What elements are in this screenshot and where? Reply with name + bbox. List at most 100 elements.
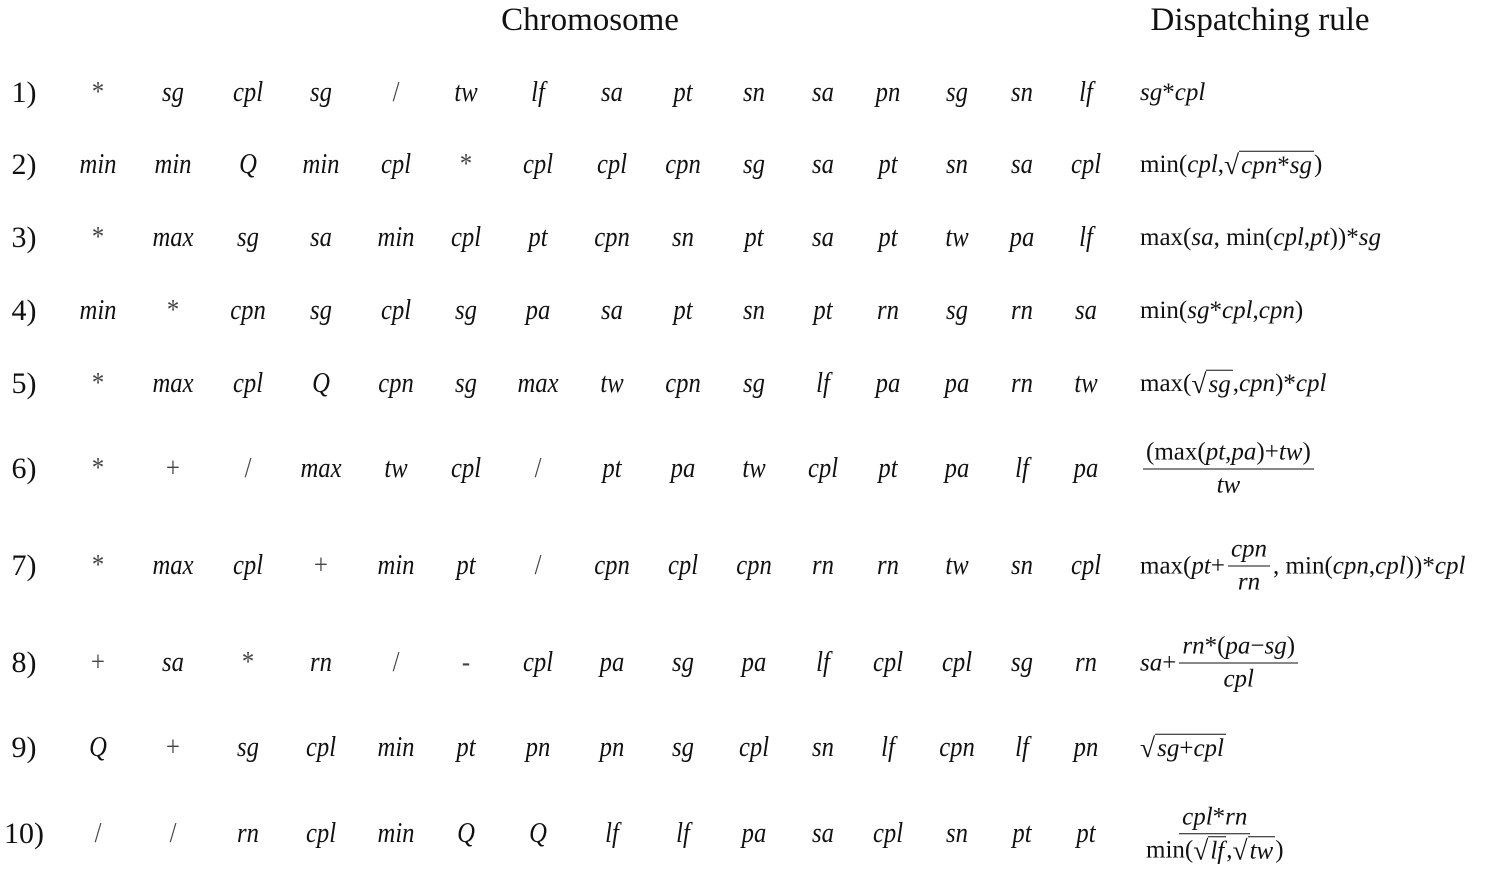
- gene-cell: max: [152, 222, 194, 253]
- gene-cell: cpl: [450, 453, 482, 484]
- gene-cell: pa: [525, 295, 551, 326]
- gene-cell: pa: [1009, 222, 1035, 253]
- gene-cell: cpl: [232, 77, 264, 108]
- dispatching-rule-formula: max(pt + cpn rn, min(cpn, cpl))* cpl: [1140, 535, 1466, 596]
- gene-cell: /: [244, 453, 252, 484]
- gene-cell: pn: [1073, 732, 1099, 763]
- gene-cell: cpl: [1070, 149, 1102, 180]
- gene-cell: pa: [944, 453, 970, 484]
- gene-cell: *: [241, 647, 255, 678]
- gene-cell: lf: [881, 732, 895, 763]
- gene-cell: pt: [673, 77, 693, 108]
- dispatching-rule-formula: sg * cpl: [1140, 79, 1206, 106]
- row-label: 8): [11, 646, 37, 679]
- gene-cell: pt: [744, 222, 764, 253]
- gene-cell: cpl: [380, 149, 412, 180]
- row-label: 3): [11, 221, 37, 254]
- gene-cell: lf: [531, 77, 545, 108]
- gene-cell: lf: [605, 818, 619, 849]
- gene-cell: sg: [310, 77, 332, 108]
- gene-cell: cpl: [380, 295, 412, 326]
- fraction: cpl * rn min(√ lf, √ tw): [1146, 803, 1284, 866]
- gene-cell: pa: [741, 647, 767, 678]
- gene-cell: cpn: [594, 222, 630, 253]
- dispatching-rule-formula: cpl * rn min(√ lf, √ tw): [1140, 803, 1290, 865]
- gene-cell: cpl: [807, 453, 839, 484]
- gene-cell: cpn: [736, 550, 772, 581]
- gene-cell: sn: [672, 222, 694, 253]
- gene-cell: cpl: [450, 222, 482, 253]
- gene-cell: rn: [1011, 295, 1033, 326]
- row-label: 6): [11, 452, 37, 485]
- gene-cell: +: [166, 732, 180, 763]
- sqrt-symbol: √ lf: [1193, 834, 1227, 866]
- row-label: 1): [11, 76, 37, 109]
- gene-cell: sg: [237, 732, 259, 763]
- gene-cell: cpn: [939, 732, 975, 763]
- gene-cell: +: [166, 453, 180, 484]
- gene-cell: Q: [529, 818, 547, 849]
- gene-cell: tw: [1074, 368, 1098, 399]
- gene-cell: pt: [878, 222, 898, 253]
- chromosome-header: Chromosome: [501, 2, 679, 38]
- gene-cell: pt: [673, 295, 693, 326]
- row-label: 5): [11, 367, 37, 400]
- gene-cell: cpl: [232, 368, 264, 399]
- gene-cell: tw: [454, 77, 478, 108]
- gene-cell: sg: [672, 647, 694, 678]
- gene-cell: cpn: [594, 550, 630, 581]
- gene-cell: pt: [528, 222, 548, 253]
- gene-cell: sn: [1011, 77, 1033, 108]
- gene-cell: sg: [310, 295, 332, 326]
- gene-cell: pa: [741, 818, 767, 849]
- gene-cell: Q: [312, 368, 330, 399]
- dispatching-rule-formula: min(sg * cpl, cpn): [1140, 297, 1304, 324]
- gene-cell: *: [91, 222, 105, 253]
- gene-cell: /: [392, 77, 400, 108]
- gene-cell: min: [377, 550, 415, 581]
- sqrt-symbol: √ cpn*sg: [1224, 148, 1314, 180]
- gene-cell: sa: [310, 222, 332, 253]
- gene-cell: rn: [1075, 647, 1097, 678]
- gene-cell: sn: [1011, 550, 1033, 581]
- gene-cell: pt: [456, 550, 476, 581]
- row-label: 9): [11, 731, 37, 764]
- gene-cell: sg: [672, 732, 694, 763]
- gene-cell: max: [152, 368, 194, 399]
- gene-cell: min: [377, 818, 415, 849]
- gene-cell: pa: [599, 647, 625, 678]
- gene-cell: min: [302, 149, 340, 180]
- gene-cell: rn: [237, 818, 259, 849]
- gene-cell: max: [152, 550, 194, 581]
- gene-cell: cpl: [596, 149, 628, 180]
- gene-cell: pa: [1073, 453, 1099, 484]
- gene-cell: +: [91, 647, 105, 678]
- fraction: (max(pt, pa)+ tw) tw: [1143, 439, 1314, 500]
- gene-cell: sa: [812, 818, 834, 849]
- gene-cell: sn: [743, 295, 765, 326]
- gene-cell: cpl: [941, 647, 973, 678]
- gene-cell: pn: [599, 732, 625, 763]
- gene-cell: sn: [743, 77, 765, 108]
- gene-cell: min: [377, 222, 415, 253]
- gene-cell: cpl: [872, 818, 904, 849]
- gene-cell: sg: [1011, 647, 1033, 678]
- gene-cell: cpl: [522, 647, 554, 678]
- dispatching-rule-formula: max(√ sg, cpn)* cpl: [1140, 367, 1327, 399]
- gene-cell: rn: [877, 550, 899, 581]
- gene-cell: pt: [813, 295, 833, 326]
- gene-cell: sa: [1011, 149, 1033, 180]
- gene-cell: pt: [602, 453, 622, 484]
- gene-cell: cpl: [1070, 550, 1102, 581]
- gene-cell: rn: [877, 295, 899, 326]
- gene-cell: cpl: [872, 647, 904, 678]
- gene-cell: /: [169, 818, 177, 849]
- sqrt-symbol: √ tw: [1232, 834, 1276, 866]
- gene-cell: max: [517, 368, 559, 399]
- gene-cell: lf: [816, 368, 830, 399]
- gene-cell: rn: [1011, 368, 1033, 399]
- gene-cell: /: [392, 647, 400, 678]
- row-label: 7): [11, 549, 37, 582]
- gene-cell: cpl: [522, 149, 554, 180]
- gene-cell: cpl: [305, 818, 337, 849]
